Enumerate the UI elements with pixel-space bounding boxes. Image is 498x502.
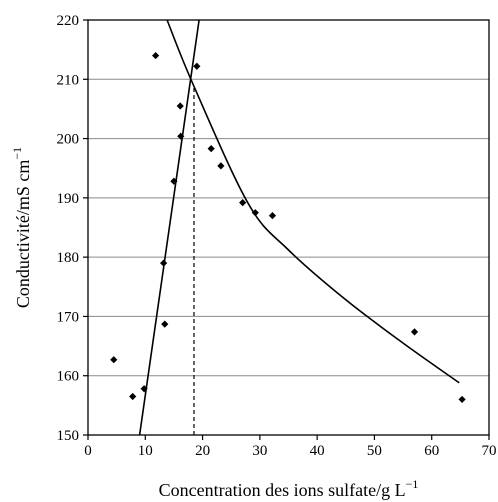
y-tick-label-220: 220	[57, 13, 80, 29]
fit-curves	[138, 19, 460, 436]
x-tick-label-70: 70	[482, 443, 497, 459]
x-tick-label-60: 60	[424, 443, 439, 459]
data-point-4	[151, 51, 160, 60]
data-point-1	[110, 356, 118, 364]
x-tick-label-10: 10	[138, 443, 153, 459]
y-tick-label-210: 210	[57, 72, 80, 88]
data-point-14	[251, 209, 259, 217]
data-point-9	[177, 132, 185, 140]
x-axis-ticks: 0 10 20 30 40 50 60 70	[84, 435, 497, 459]
fit-line-1	[138, 19, 200, 436]
data-point-16	[410, 328, 419, 336]
grid-lines	[88, 78, 489, 377]
plot-frame	[87, 19, 490, 436]
y-tick-label-180: 180	[57, 250, 80, 266]
data-point-10	[193, 62, 201, 70]
data-point-11	[207, 145, 215, 153]
data-point-15	[268, 212, 277, 220]
data-point-7	[170, 177, 178, 185]
x-tick-label-20: 20	[195, 443, 210, 459]
x-tick-label-50: 50	[367, 443, 382, 459]
y-tick-label-200: 200	[57, 132, 80, 148]
data-point-17	[458, 395, 466, 404]
data-point-3	[140, 385, 148, 393]
y-axis-ticks: 150 160 170 180 190 200 210 220	[57, 13, 88, 444]
data-point-2	[129, 392, 137, 401]
y-tick-label-160: 160	[57, 369, 80, 385]
data-point-8	[176, 102, 184, 110]
x-tick-label-40: 40	[310, 443, 325, 459]
x-tick-label-30: 30	[252, 443, 267, 459]
data-point-5	[160, 259, 168, 267]
y-axis-title: Conductivité/mS cm−1	[10, 147, 33, 308]
x-tick-label-0: 0	[84, 443, 92, 459]
data-points	[110, 51, 466, 404]
fit-curve-2	[166, 19, 460, 384]
data-point-13	[239, 199, 247, 207]
y-tick-label-170: 170	[57, 309, 80, 325]
data-point-6	[161, 320, 169, 328]
y-tick-label-190: 190	[57, 191, 80, 207]
x-axis-title: Concentration des ions sulfate/g L−1	[159, 477, 419, 500]
data-point-12	[217, 162, 225, 170]
y-tick-label-150: 150	[57, 428, 80, 444]
